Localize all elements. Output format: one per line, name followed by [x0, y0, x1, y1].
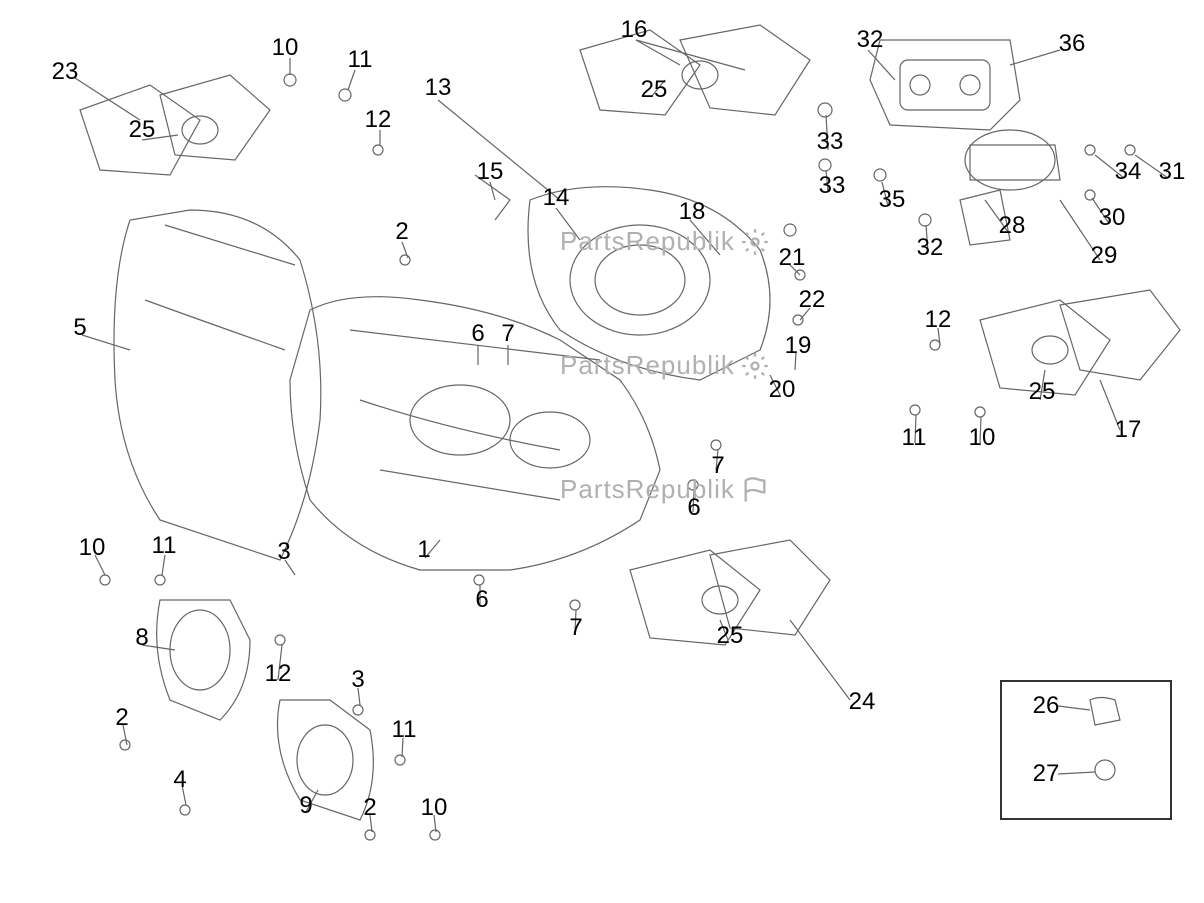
callout-30: 30: [1099, 204, 1126, 232]
callout-32: 32: [917, 234, 944, 262]
callout-10: 10: [79, 534, 106, 562]
callout-6: 6: [687, 494, 700, 522]
callout-2: 2: [363, 794, 376, 822]
callout-10: 10: [969, 424, 996, 452]
callout-4: 4: [173, 766, 186, 794]
callout-19: 19: [785, 332, 812, 360]
callout-11: 11: [902, 424, 927, 452]
callout-3: 3: [351, 666, 364, 694]
callout-25: 25: [641, 76, 668, 104]
callout-11: 11: [152, 532, 177, 560]
watermark-3: PartsRepublik: [560, 474, 769, 505]
callout-25: 25: [1029, 378, 1056, 406]
callout-28: 28: [999, 212, 1026, 240]
callout-32: 32: [857, 26, 884, 54]
callout-7: 7: [501, 320, 514, 348]
callout-17: 17: [1115, 416, 1142, 444]
callout-20: 20: [769, 376, 796, 404]
inset-detail-box: [1000, 680, 1172, 820]
callout-6: 6: [475, 586, 488, 614]
watermark-text-3: PartsRepublik: [560, 474, 735, 505]
callout-24: 24: [849, 688, 876, 716]
callout-1: 1: [417, 536, 430, 564]
exploded-diagram-container: PartsRepublik PartsRepublik PartsRepubli…: [0, 0, 1204, 903]
callout-7: 7: [711, 452, 724, 480]
callout-36: 36: [1059, 30, 1086, 58]
callout-15: 15: [477, 158, 504, 186]
callout-23: 23: [52, 58, 79, 86]
callout-35: 35: [879, 186, 906, 214]
callout-25: 25: [129, 116, 156, 144]
callout-6: 6: [471, 320, 484, 348]
gear-icon: [741, 352, 769, 380]
callout-8: 8: [135, 624, 148, 652]
callout-29: 29: [1091, 242, 1118, 270]
callout-22: 22: [799, 286, 826, 314]
callout-33: 33: [817, 128, 844, 156]
callout-11: 11: [392, 716, 417, 744]
callout-34: 34: [1115, 158, 1142, 186]
callout-31: 31: [1159, 158, 1186, 186]
callout-11: 11: [348, 46, 373, 74]
flag-icon: [741, 476, 769, 504]
callout-18: 18: [679, 198, 706, 226]
callout-12: 12: [365, 106, 392, 134]
callout-9: 9: [299, 792, 312, 820]
callout-5: 5: [73, 314, 86, 342]
callout-16: 16: [621, 16, 648, 44]
watermark-text-2: PartsRepublik: [560, 350, 735, 381]
callout-25: 25: [717, 622, 744, 650]
callout-21: 21: [779, 244, 806, 272]
callout-12: 12: [925, 306, 952, 334]
callout-2: 2: [115, 704, 128, 732]
callout-2: 2: [395, 218, 408, 246]
callout-3: 3: [277, 538, 290, 566]
callout-33: 33: [819, 172, 846, 200]
callout-14: 14: [543, 184, 570, 212]
callout-10: 10: [421, 794, 448, 822]
watermark-text-1: PartsRepublik: [560, 226, 735, 257]
watermark-1: PartsRepublik: [560, 226, 769, 257]
callout-26: 26: [1033, 692, 1060, 720]
callout-13: 13: [425, 74, 452, 102]
callout-12: 12: [265, 660, 292, 688]
callout-27: 27: [1033, 760, 1060, 788]
callout-10: 10: [272, 34, 299, 62]
callout-7: 7: [569, 614, 582, 642]
gear-icon: [741, 228, 769, 256]
watermark-2: PartsRepublik: [560, 350, 769, 381]
